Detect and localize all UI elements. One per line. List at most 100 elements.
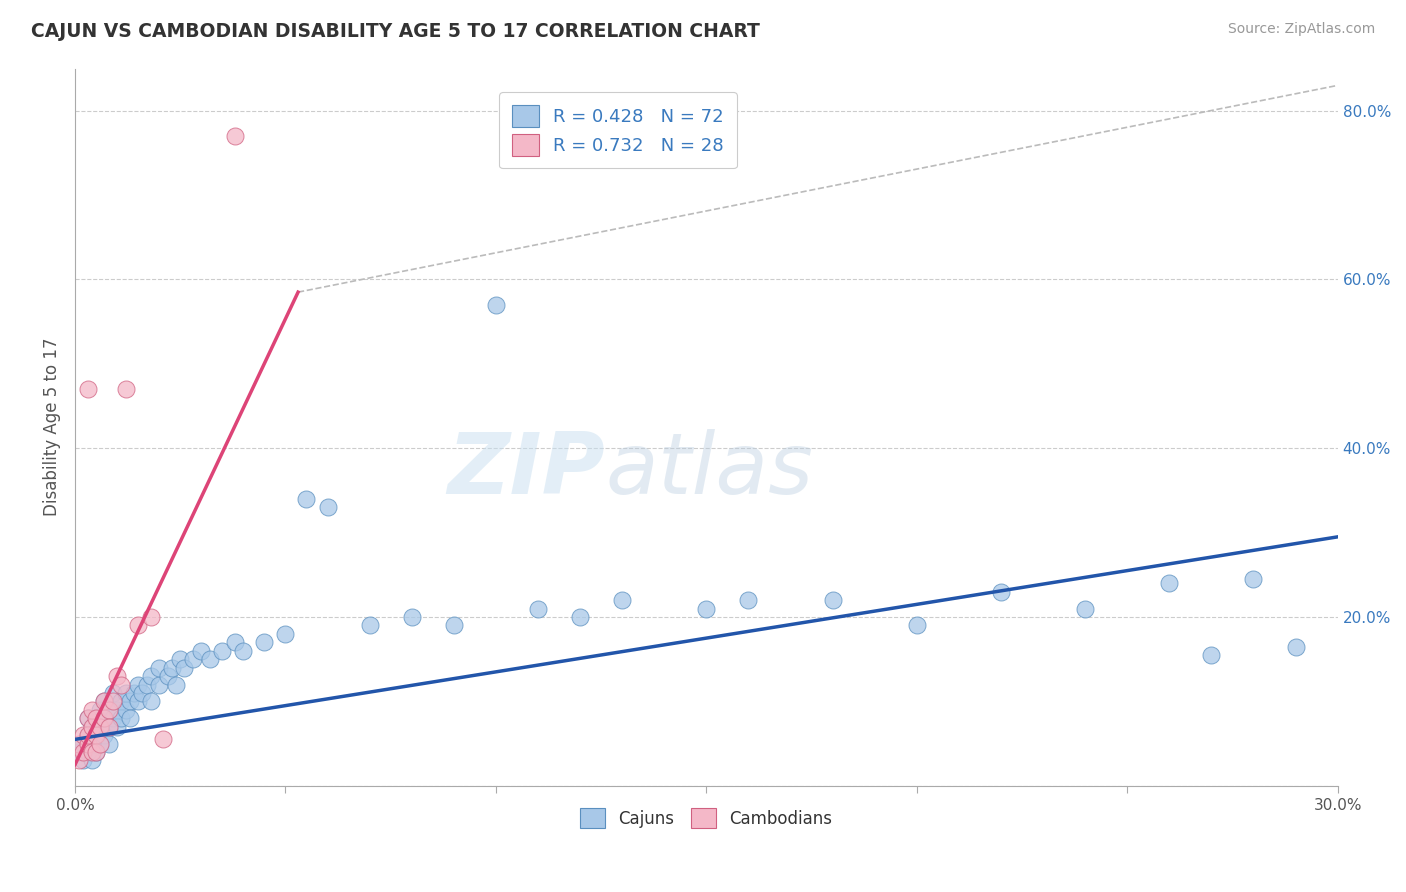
Point bbox=[118, 694, 141, 708]
Point bbox=[101, 694, 124, 708]
Point bbox=[181, 652, 204, 666]
Point bbox=[93, 694, 115, 708]
Point bbox=[198, 652, 221, 666]
Point bbox=[89, 703, 111, 717]
Point bbox=[76, 711, 98, 725]
Point bbox=[67, 754, 90, 768]
Point bbox=[105, 703, 128, 717]
Point bbox=[114, 382, 136, 396]
Point bbox=[67, 737, 90, 751]
Point bbox=[527, 601, 550, 615]
Point bbox=[274, 627, 297, 641]
Point bbox=[80, 754, 103, 768]
Point bbox=[76, 728, 98, 742]
Point bbox=[89, 737, 111, 751]
Point bbox=[224, 635, 246, 649]
Point bbox=[110, 677, 132, 691]
Point bbox=[118, 711, 141, 725]
Point bbox=[232, 644, 254, 658]
Point bbox=[84, 728, 107, 742]
Point bbox=[695, 601, 717, 615]
Point bbox=[97, 703, 120, 717]
Point bbox=[80, 703, 103, 717]
Point bbox=[122, 686, 145, 700]
Point bbox=[1074, 601, 1097, 615]
Point bbox=[93, 711, 115, 725]
Point bbox=[76, 728, 98, 742]
Point bbox=[84, 728, 107, 742]
Text: Source: ZipAtlas.com: Source: ZipAtlas.com bbox=[1227, 22, 1375, 37]
Point bbox=[173, 660, 195, 674]
Point bbox=[485, 298, 508, 312]
Y-axis label: Disability Age 5 to 17: Disability Age 5 to 17 bbox=[44, 338, 60, 516]
Text: atlas: atlas bbox=[606, 429, 813, 512]
Point bbox=[93, 711, 115, 725]
Point bbox=[72, 737, 94, 751]
Point bbox=[160, 660, 183, 674]
Point bbox=[148, 660, 170, 674]
Point bbox=[139, 694, 162, 708]
Point bbox=[93, 694, 115, 708]
Point bbox=[610, 593, 633, 607]
Point bbox=[156, 669, 179, 683]
Point bbox=[905, 618, 928, 632]
Point bbox=[165, 677, 187, 691]
Point bbox=[93, 728, 115, 742]
Point bbox=[84, 711, 107, 725]
Point bbox=[72, 728, 94, 742]
Point bbox=[1284, 640, 1306, 654]
Point bbox=[80, 737, 103, 751]
Point bbox=[97, 703, 120, 717]
Point bbox=[72, 754, 94, 768]
Point bbox=[1201, 648, 1223, 662]
Point bbox=[105, 669, 128, 683]
Point bbox=[737, 593, 759, 607]
Point bbox=[821, 593, 844, 607]
Point bbox=[114, 686, 136, 700]
Point bbox=[127, 694, 149, 708]
Point bbox=[89, 737, 111, 751]
Point bbox=[152, 732, 174, 747]
Point bbox=[84, 745, 107, 759]
Point bbox=[139, 669, 162, 683]
Legend: Cajuns, Cambodians: Cajuns, Cambodians bbox=[574, 801, 839, 835]
Point bbox=[190, 644, 212, 658]
Point bbox=[84, 745, 107, 759]
Point bbox=[97, 737, 120, 751]
Point bbox=[101, 711, 124, 725]
Point bbox=[169, 652, 191, 666]
Point bbox=[67, 745, 90, 759]
Point bbox=[316, 500, 339, 515]
Point bbox=[224, 128, 246, 143]
Point bbox=[76, 737, 98, 751]
Point bbox=[127, 677, 149, 691]
Point bbox=[1159, 576, 1181, 591]
Point bbox=[80, 720, 103, 734]
Point bbox=[443, 618, 465, 632]
Point bbox=[135, 677, 157, 691]
Point bbox=[990, 584, 1012, 599]
Point bbox=[127, 618, 149, 632]
Point bbox=[84, 711, 107, 725]
Point bbox=[76, 745, 98, 759]
Text: CAJUN VS CAMBODIAN DISABILITY AGE 5 TO 17 CORRELATION CHART: CAJUN VS CAMBODIAN DISABILITY AGE 5 TO 1… bbox=[31, 22, 759, 41]
Point bbox=[105, 720, 128, 734]
Point bbox=[359, 618, 381, 632]
Point bbox=[101, 686, 124, 700]
Point bbox=[131, 686, 153, 700]
Point bbox=[76, 382, 98, 396]
Point bbox=[97, 720, 120, 734]
Point bbox=[80, 720, 103, 734]
Point bbox=[89, 720, 111, 734]
Point bbox=[110, 694, 132, 708]
Point bbox=[401, 610, 423, 624]
Point bbox=[89, 720, 111, 734]
Point bbox=[114, 703, 136, 717]
Point bbox=[211, 644, 233, 658]
Point bbox=[295, 491, 318, 506]
Point bbox=[139, 610, 162, 624]
Point bbox=[76, 711, 98, 725]
Point bbox=[110, 711, 132, 725]
Point bbox=[253, 635, 276, 649]
Point bbox=[80, 745, 103, 759]
